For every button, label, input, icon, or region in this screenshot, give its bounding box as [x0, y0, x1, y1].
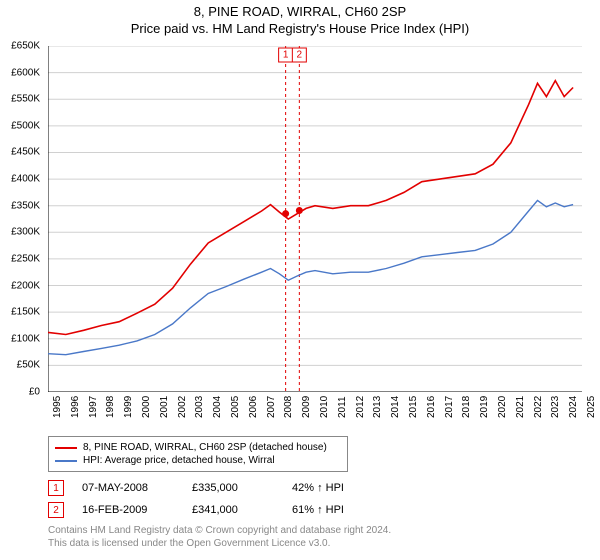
chart-plot-area: 12 [48, 46, 582, 392]
legend-swatch [55, 460, 77, 462]
event-markers-table: 1 07-MAY-2008£335,00042% ↑ HPI 2 16-FEB-200… [48, 480, 392, 524]
x-tick-label: 2018 [461, 396, 472, 418]
title-block: 8, PINE ROAD, WIRRAL, CH60 2SP Price pai… [0, 0, 600, 36]
footer-line2: This data is licensed under the Open Gov… [48, 537, 391, 550]
x-tick-label: 2016 [426, 396, 437, 418]
x-tick-label: 2023 [550, 396, 561, 418]
x-tick-label: 2014 [390, 396, 401, 418]
x-tick-label: 2002 [177, 396, 188, 418]
event-marker-price: £335,000 [192, 482, 292, 494]
x-tick-label: 2022 [533, 396, 544, 418]
x-tick-label: 2005 [230, 396, 241, 418]
y-tick-label: £450K [11, 147, 40, 158]
x-tick-label: 1995 [52, 396, 63, 418]
y-tick-label: £550K [11, 94, 40, 105]
y-tick-label: £150K [11, 307, 40, 318]
attribution-footer: Contains HM Land Registry data © Crown c… [48, 524, 391, 550]
x-axis-labels: 1995 1996 1997 1998 1999 2000 2001 2002 2003 2004… [48, 394, 582, 434]
event-marker-row: 2 16-FEB-2009£341,00061% ↑ HPI [48, 502, 392, 518]
legend-swatch [55, 447, 77, 449]
event-marker-hpi: 61% ↑ HPI [292, 504, 392, 516]
x-tick-label: 2020 [497, 396, 508, 418]
y-tick-label: £300K [11, 227, 40, 238]
y-tick-label: £0 [29, 387, 40, 398]
x-tick-label: 1996 [70, 396, 81, 418]
x-tick-label: 2021 [515, 396, 526, 418]
event-marker-date: 07-MAY-2008 [82, 482, 192, 494]
legend-label: 8, PINE ROAD, WIRRAL, CH60 2SP (detached… [83, 442, 327, 453]
x-tick-label: 2008 [283, 396, 294, 418]
x-tick-label: 1999 [123, 396, 134, 418]
x-tick-label: 1997 [88, 396, 99, 418]
y-axis-labels: £0£50K£100K£150K£200K£250K£300K£350K£400… [0, 46, 44, 392]
y-tick-label: £200K [11, 280, 40, 291]
event-marker-badge: 2 [48, 502, 64, 518]
y-tick-label: £250K [11, 253, 40, 264]
svg-text:1: 1 [283, 50, 289, 61]
event-marker-row: 1 07-MAY-2008£335,00042% ↑ HPI [48, 480, 392, 496]
svg-text:2: 2 [297, 50, 303, 61]
x-tick-label: 2015 [408, 396, 419, 418]
legend-box: 8, PINE ROAD, WIRRAL, CH60 2SP (detached… [48, 436, 348, 472]
x-tick-label: 2010 [319, 396, 330, 418]
x-tick-label: 2006 [248, 396, 259, 418]
x-tick-label: 2024 [568, 396, 579, 418]
chart-svg: 12 [48, 46, 582, 392]
chart-container: 8, PINE ROAD, WIRRAL, CH60 2SP Price pai… [0, 0, 600, 560]
event-marker-hpi: 42% ↑ HPI [292, 482, 392, 494]
x-tick-label: 2012 [355, 396, 366, 418]
y-tick-label: £650K [11, 41, 40, 52]
x-tick-label: 2013 [372, 396, 383, 418]
x-tick-label: 2004 [212, 396, 223, 418]
y-tick-label: £350K [11, 200, 40, 211]
chart-title-subtitle: Price paid vs. HM Land Registry's House … [0, 21, 600, 36]
legend-label: HPI: Average price, detached house, Wirr… [83, 455, 275, 466]
x-tick-label: 2019 [479, 396, 490, 418]
x-tick-label: 2001 [159, 396, 170, 418]
x-tick-label: 2007 [266, 396, 277, 418]
y-tick-label: £50K [17, 360, 40, 371]
y-tick-label: £100K [11, 333, 40, 344]
x-tick-label: 1998 [105, 396, 116, 418]
x-tick-label: 2025 [586, 396, 597, 418]
footer-line1: Contains HM Land Registry data © Crown c… [48, 524, 391, 537]
x-tick-label: 2003 [194, 396, 205, 418]
y-tick-label: £600K [11, 67, 40, 78]
event-marker-date: 16-FEB-2009 [82, 504, 192, 516]
legend-row: 8, PINE ROAD, WIRRAL, CH60 2SP (detached… [55, 441, 341, 454]
legend-row: HPI: Average price, detached house, Wirr… [55, 454, 341, 467]
y-tick-label: £500K [11, 120, 40, 131]
x-tick-label: 2017 [444, 396, 455, 418]
x-tick-label: 2000 [141, 396, 152, 418]
x-tick-label: 2009 [301, 396, 312, 418]
event-marker-badge: 1 [48, 480, 64, 496]
chart-title-address: 8, PINE ROAD, WIRRAL, CH60 2SP [0, 4, 600, 19]
y-tick-label: £400K [11, 174, 40, 185]
event-marker-price: £341,000 [192, 504, 292, 516]
x-tick-label: 2011 [337, 396, 348, 418]
